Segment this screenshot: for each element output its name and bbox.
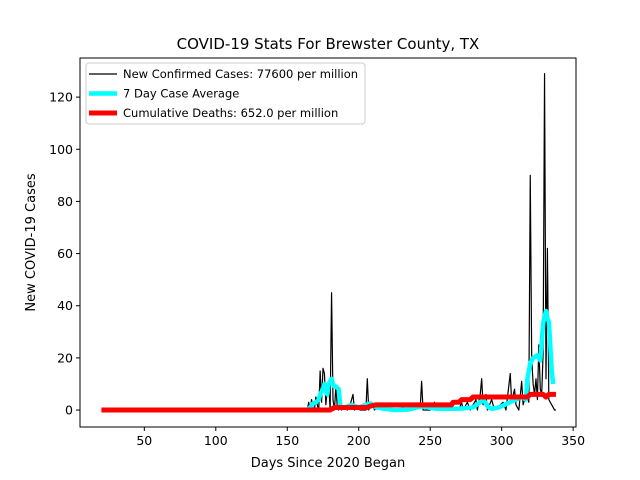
axes-frame (79, 57, 577, 428)
x-tick-label: 50 (136, 433, 152, 448)
legend-box (85, 62, 366, 125)
x-tick-label: 150 (275, 433, 299, 448)
legend: New Confirmed Cases: 77600 per million 7 … (85, 62, 366, 125)
x-axis-label: Days Since 2020 Began (251, 456, 406, 471)
y-tick-label: 20 (57, 350, 73, 365)
x-tick-label: 300 (490, 433, 514, 448)
y-tick-label: 120 (49, 90, 73, 105)
chart-title: COVID-19 Stats For Brewster County, TX (177, 35, 480, 53)
y-tick-label: 80 (57, 194, 73, 209)
y-axis-ticks: 0 20 40 60 80 100 120 (49, 90, 80, 418)
series-line-2 (101, 391, 556, 413)
legend-label-2: Cumulative Deaths: 652.0 per million (123, 106, 338, 120)
series-layer (101, 73, 556, 413)
legend-label-1: 7 Day Case Average (123, 87, 239, 101)
y-tick-label: 0 (65, 403, 73, 418)
y-tick-label: 100 (49, 142, 73, 157)
y-tick-label: 60 (57, 246, 73, 261)
x-axis-ticks: 50 100 150 200 250 300 350 (136, 427, 585, 448)
x-tick-label: 100 (204, 433, 228, 448)
x-tick-label: 250 (418, 433, 442, 448)
x-tick-label: 350 (561, 433, 585, 448)
x-tick-label: 200 (347, 433, 371, 448)
legend-label-0: New Confirmed Cases: 77600 per million (123, 67, 358, 81)
y-axis-label: New COVID-19 Cases (24, 173, 39, 311)
y-tick-label: 40 (57, 298, 73, 313)
